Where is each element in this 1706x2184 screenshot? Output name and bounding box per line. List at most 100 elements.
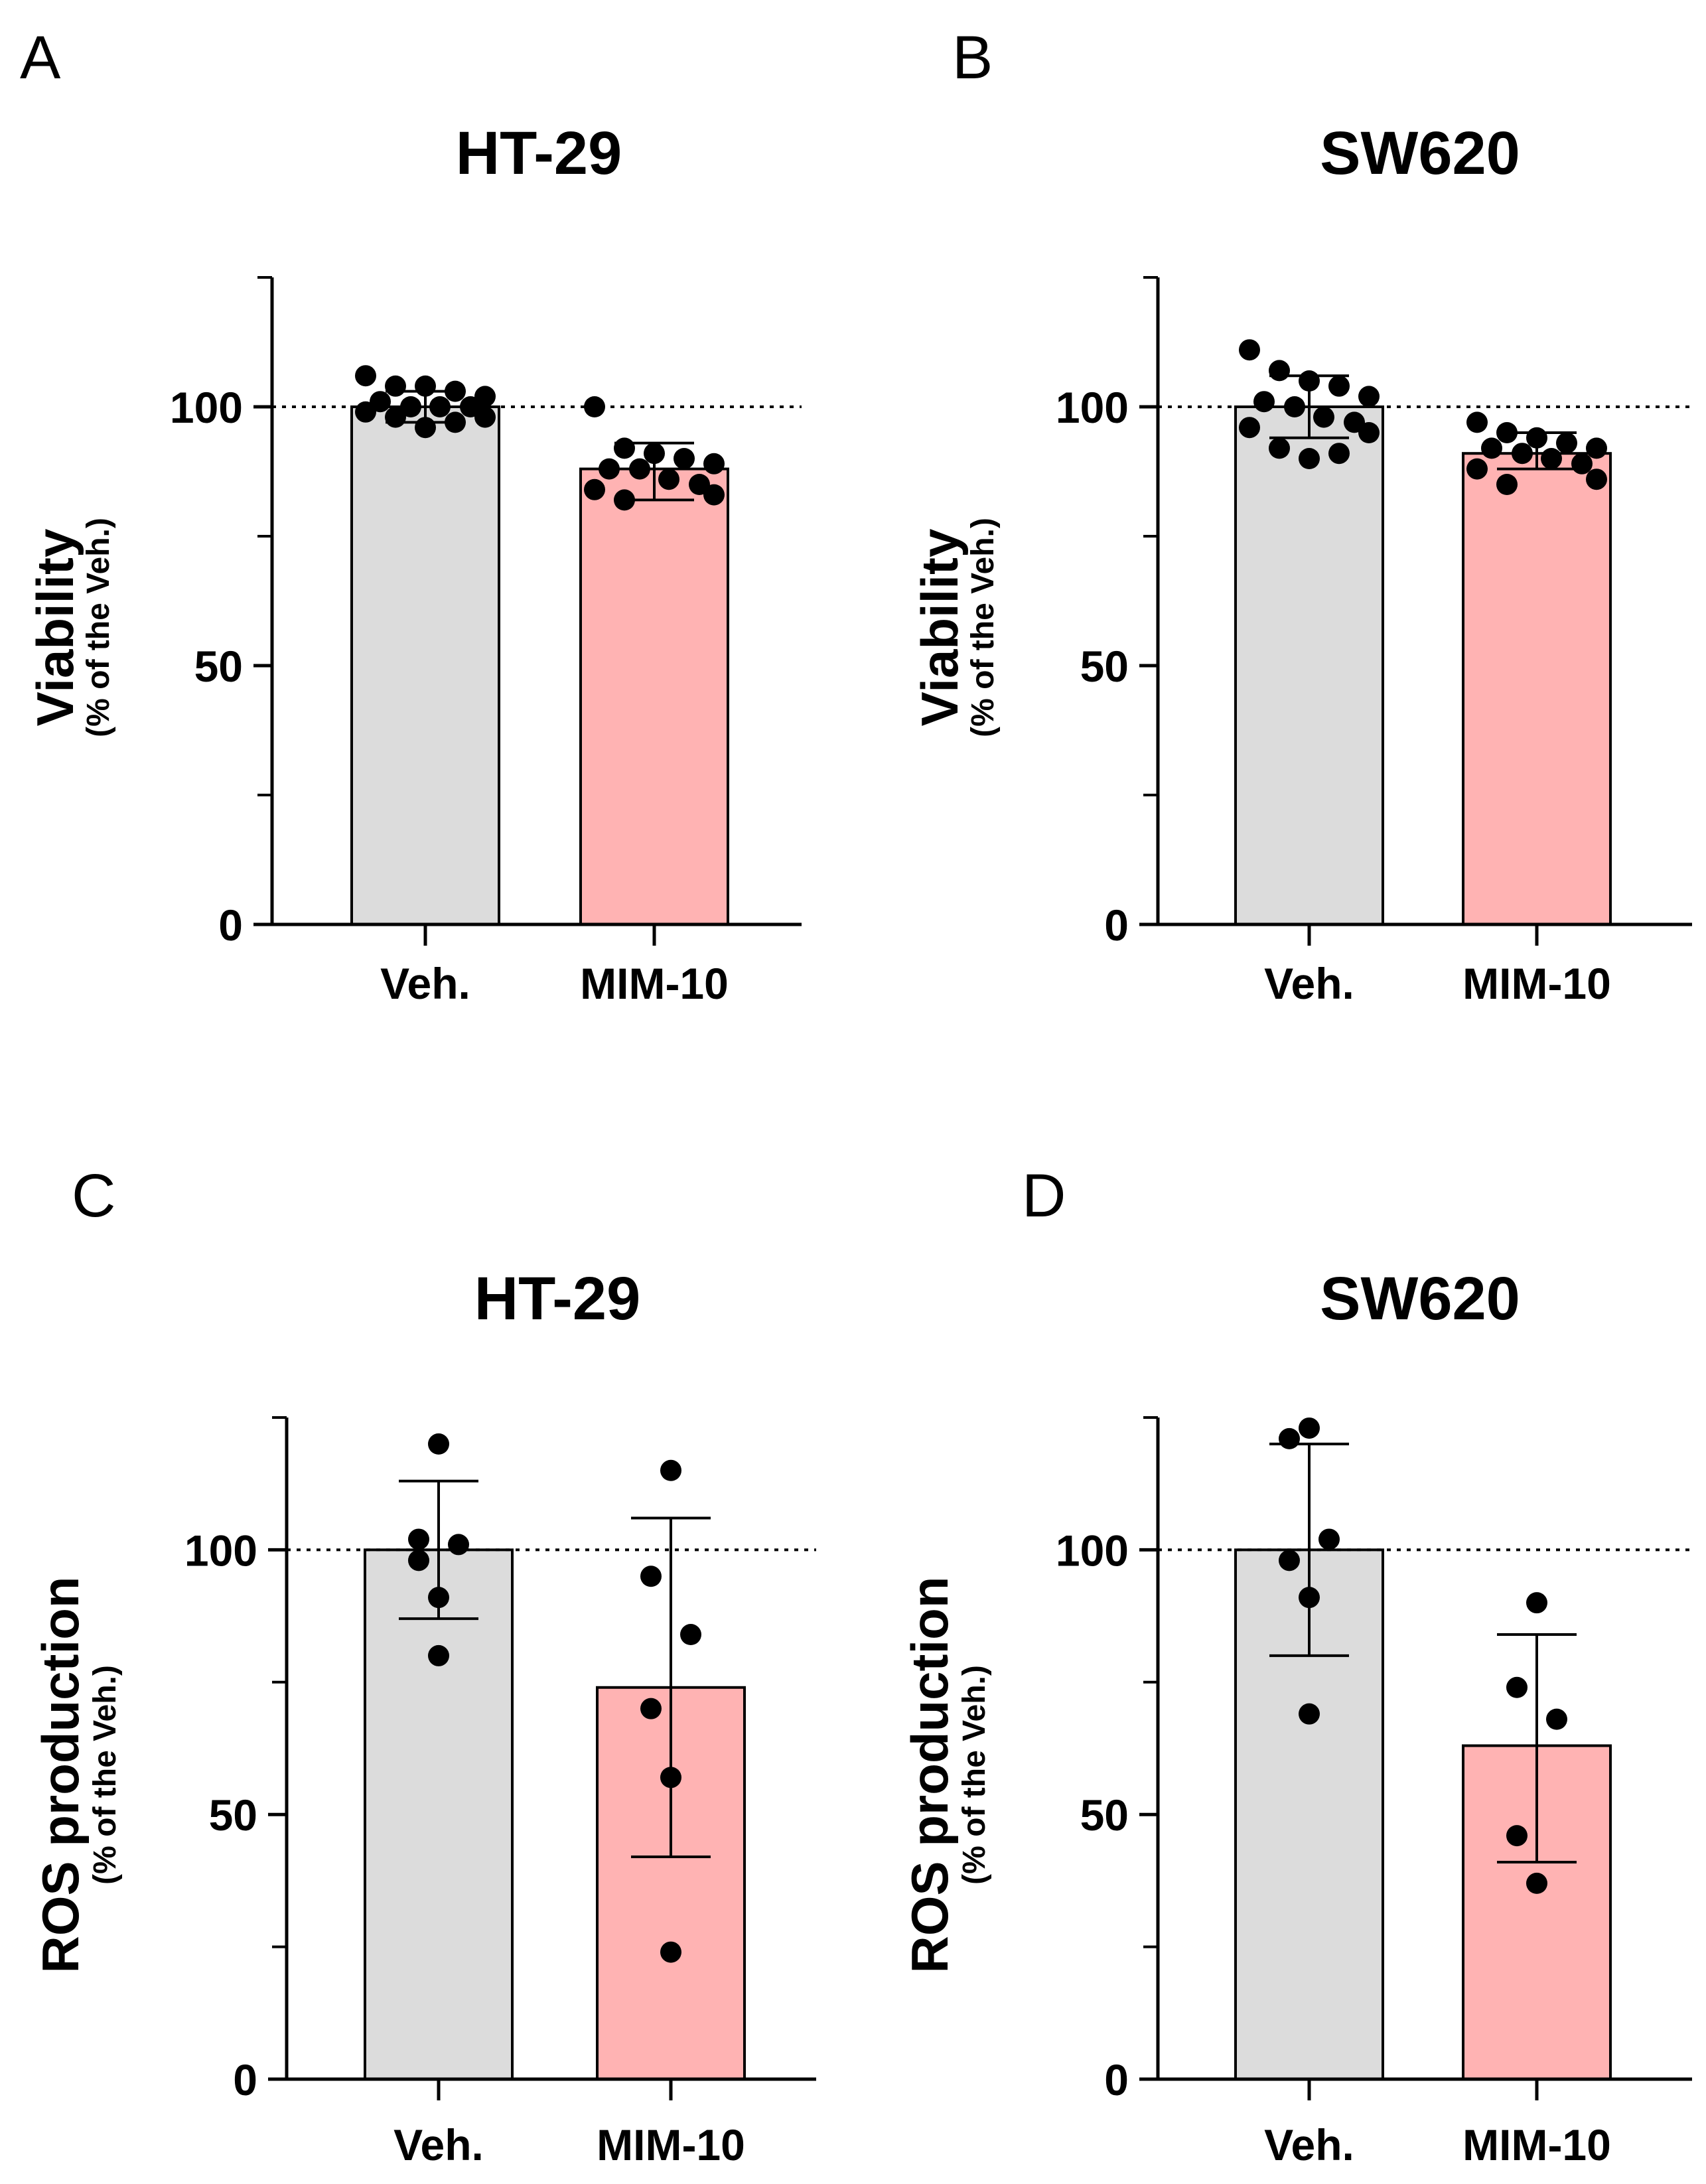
- y-axis-subtitle: (% of the Veh.): [965, 518, 1001, 737]
- x-tick-label: Veh.: [1264, 2120, 1354, 2169]
- x-tick-label: Veh.: [380, 959, 470, 1008]
- data-point: [703, 453, 725, 474]
- data-point: [680, 1624, 701, 1646]
- x-tick-label: MIM-10: [597, 2120, 745, 2169]
- data-point: [660, 1941, 681, 1963]
- data-point: [1284, 396, 1305, 417]
- data-point: [1328, 443, 1350, 465]
- y-tick-label: 50: [194, 642, 243, 691]
- data-point: [1481, 437, 1502, 459]
- data-point: [644, 443, 665, 465]
- data-point: [428, 1433, 449, 1455]
- data-point: [428, 1644, 449, 1666]
- data-point: [1299, 370, 1320, 392]
- bar-veh: [364, 1548, 514, 2080]
- data-point: [355, 365, 376, 387]
- y-axis-title: ROS production: [31, 1577, 90, 1974]
- y-axis-title: ROS production: [900, 1577, 959, 1974]
- data-point: [445, 411, 466, 433]
- data-point: [1313, 406, 1334, 428]
- y-tick-label: 0: [233, 2055, 257, 2104]
- data-point: [599, 458, 620, 480]
- y-axis-title: Viability: [26, 529, 84, 727]
- panel-label: A: [20, 24, 61, 92]
- data-point: [1328, 375, 1350, 397]
- data-point: [1586, 469, 1607, 490]
- bar-veh: [350, 405, 500, 926]
- data-point: [1299, 1417, 1320, 1439]
- data-point: [640, 1698, 662, 1719]
- data-point: [1466, 411, 1488, 433]
- data-point: [1571, 453, 1593, 474]
- panel-label: B: [952, 24, 993, 92]
- chart-title: HT-29: [474, 1265, 641, 1333]
- data-point: [408, 1550, 429, 1571]
- y-axis-title: Viability: [910, 529, 969, 727]
- data-point: [660, 1459, 681, 1481]
- bar-veh: [1234, 405, 1384, 926]
- y-tick-label: 100: [184, 1526, 257, 1575]
- error-bar: [1497, 1633, 1577, 1863]
- data-point: [1526, 427, 1547, 449]
- data-point: [658, 469, 679, 490]
- data-point: [474, 406, 496, 428]
- data-point: [1512, 443, 1533, 465]
- data-point: [584, 396, 605, 417]
- data-point: [385, 406, 406, 428]
- y-tick-label: 50: [1080, 642, 1129, 691]
- data-point: [614, 489, 635, 511]
- y-tick-label: 100: [1056, 1526, 1129, 1575]
- data-point: [1496, 474, 1518, 495]
- data-point: [385, 375, 406, 397]
- data-point: [1253, 391, 1275, 413]
- data-point: [400, 396, 421, 417]
- data-point: [674, 448, 695, 469]
- data-point: [1546, 1708, 1567, 1730]
- data-point: [640, 1565, 662, 1587]
- data-point: [429, 396, 451, 417]
- data-point: [1318, 1528, 1340, 1550]
- panel-label: D: [1022, 1162, 1066, 1230]
- data-point: [1299, 448, 1320, 469]
- y-axis-subtitle: (% of the Veh.): [88, 1665, 123, 1885]
- data-point: [1496, 422, 1518, 443]
- chart-panel-d: D SW620 ROS production(% of the Veh.) 0 50 10…: [900, 1162, 1692, 2169]
- y-tick-label: 100: [170, 383, 243, 432]
- y-axis-subtitle: (% of the Veh.): [81, 518, 116, 737]
- data-point: [703, 484, 725, 506]
- data-point: [1279, 1550, 1300, 1571]
- y-tick-label: 100: [1056, 383, 1129, 432]
- data-point: [1358, 422, 1380, 443]
- x-tick-label: MIM-10: [580, 959, 729, 1008]
- data-point: [1239, 339, 1260, 361]
- y-tick-label: 0: [218, 901, 243, 950]
- data-point: [415, 417, 436, 439]
- data-point: [415, 375, 436, 397]
- data-point: [1506, 1825, 1528, 1847]
- data-point: [660, 1767, 681, 1788]
- y-axis-subtitle: (% of the Veh.): [957, 1665, 992, 1885]
- x-tick-label: Veh.: [1264, 959, 1354, 1008]
- panel-label: C: [72, 1162, 115, 1230]
- y-tick-label: 50: [1080, 1790, 1129, 1840]
- data-point: [408, 1528, 429, 1550]
- data-point: [1541, 448, 1562, 469]
- x-tick-label: MIM-10: [1462, 2120, 1611, 2169]
- data-point: [1299, 1703, 1320, 1725]
- data-point: [1299, 1587, 1320, 1609]
- data-point: [1466, 458, 1488, 480]
- chart-title: SW620: [1320, 119, 1520, 187]
- chart-panel-b: B SW620 Viability(% of the Veh.) 0 50 100 Veh.…: [910, 24, 1692, 1008]
- chart-title: SW620: [1320, 1265, 1520, 1333]
- data-point: [428, 1587, 449, 1609]
- data-point: [1269, 360, 1290, 382]
- x-tick-label: MIM-10: [1462, 959, 1611, 1008]
- data-point: [614, 437, 635, 459]
- data-point: [1358, 386, 1380, 407]
- data-point: [1269, 437, 1290, 459]
- data-point: [445, 380, 466, 402]
- error-bar: [631, 1516, 711, 1859]
- data-point: [1556, 432, 1577, 454]
- data-point: [1586, 437, 1607, 459]
